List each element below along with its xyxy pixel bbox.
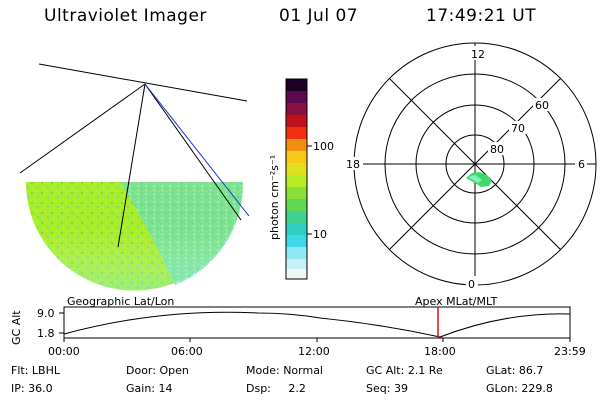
status-mode: Mode: Normal (246, 364, 323, 377)
auroral-emission-core (468, 175, 482, 183)
glon-value: 229.8 (521, 382, 553, 395)
door-value: Open (159, 364, 189, 377)
uv-earth-image (26, 182, 244, 291)
app-title: Ultraviolet Imager (44, 6, 207, 26)
viewing-geometry-lines (19, 63, 250, 248)
colorbar-tick-100: 100 (313, 140, 334, 153)
mlt-label-12: 12 (471, 48, 485, 61)
dsp-value: 2.2 (288, 382, 306, 395)
y-tick-1-8: 1.8 (37, 327, 55, 340)
status-gain: Gain: 14 (126, 382, 173, 395)
y-tick-9: 9.0 (37, 307, 55, 320)
status-dsp: Dsp: 2.2 (246, 382, 306, 395)
seq-value: 39 (393, 382, 408, 395)
status-glon: GLon: 229.8 (486, 382, 553, 395)
x-tick-0600: 06:00 (171, 345, 203, 358)
status-door: Door: Open (126, 364, 189, 377)
mlt-label-18: 18 (346, 158, 360, 171)
y-axis-label: GC Alt (10, 310, 23, 345)
status-gc-alt: GC Alt: 2.1 Re (366, 364, 443, 377)
glat-value: 86.7 (518, 364, 544, 377)
ip-value: 36.0 (28, 382, 53, 395)
lat-label-80: 80 (490, 143, 504, 156)
altitude-timeline: Geographic Lat/Lon Apex MLat/MLT 9.0 1.8… (10, 295, 571, 345)
timeline-right-label: Apex MLat/MLT (415, 295, 498, 308)
date-label: 01 Jul 07 (279, 6, 359, 26)
color-scale-bar: 100 10 photon cm⁻²s⁻¹ (268, 78, 334, 280)
x-tick-1200: 12:00 (298, 345, 330, 358)
mode-value: Normal (283, 364, 323, 377)
x-tick-0000: 00:00 (48, 345, 80, 358)
gc-alt-value: 2.1 Re (407, 364, 443, 377)
status-seq: Seq: 39 (366, 382, 408, 395)
mlt-label-0: 0 (468, 278, 475, 291)
colorbar-unit-label: photon cm⁻²s⁻¹ (268, 155, 281, 240)
x-tick-1800: 18:00 (424, 345, 456, 358)
timeline-left-label: Geographic Lat/Lon (67, 295, 174, 308)
status-filter: Flt: LBHL (11, 364, 60, 377)
status-glat: GLat: 86.7 (486, 364, 544, 377)
status-ip: IP: 36.0 (11, 382, 53, 395)
mlt-label-6: 6 (578, 158, 585, 171)
colorbar-tick-10: 10 (313, 228, 327, 241)
polar-plot (353, 42, 597, 286)
lat-label-70: 70 (511, 122, 525, 135)
filter-value: LBHL (31, 364, 60, 377)
gain-value: 14 (158, 382, 173, 395)
lat-label-60: 60 (535, 99, 549, 112)
x-tick-2359: 23:59 (554, 345, 586, 358)
time-label: 17:49:21 UT (426, 6, 537, 26)
